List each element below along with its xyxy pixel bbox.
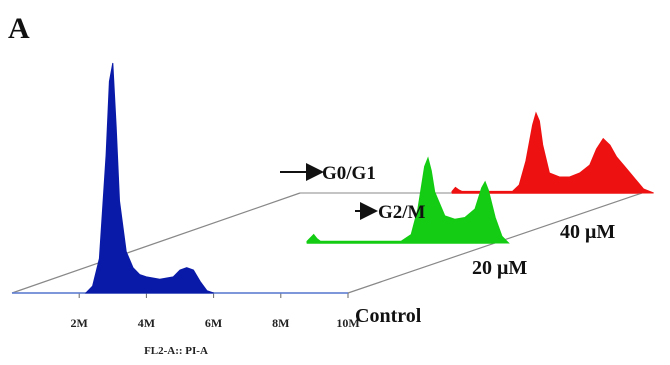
series-area xyxy=(451,111,654,194)
annotation-label: G0/G1 xyxy=(322,163,376,184)
series-label: 40 μM xyxy=(560,221,615,243)
series-area xyxy=(84,62,214,294)
annotation-label: G2/M xyxy=(378,202,426,223)
series-label: 20 μM xyxy=(472,257,527,279)
series-2: 40 μM xyxy=(451,111,654,243)
series-area xyxy=(306,156,510,244)
x-axis-label: FL2-A:: PI-A xyxy=(144,345,208,357)
series-0: Control xyxy=(12,62,422,327)
panel-label: A xyxy=(8,12,30,45)
x-tick-label: 8M xyxy=(272,316,289,330)
x-tick-label: 2M xyxy=(71,316,88,330)
x-tick-label: 6M xyxy=(205,316,222,330)
series-1: 20 μM xyxy=(306,156,527,279)
x-tick-label: 4M xyxy=(138,316,155,330)
x-tick-label: 10M xyxy=(336,316,359,330)
floor-back-left-edge xyxy=(11,192,301,294)
series-label: Control xyxy=(355,305,422,327)
